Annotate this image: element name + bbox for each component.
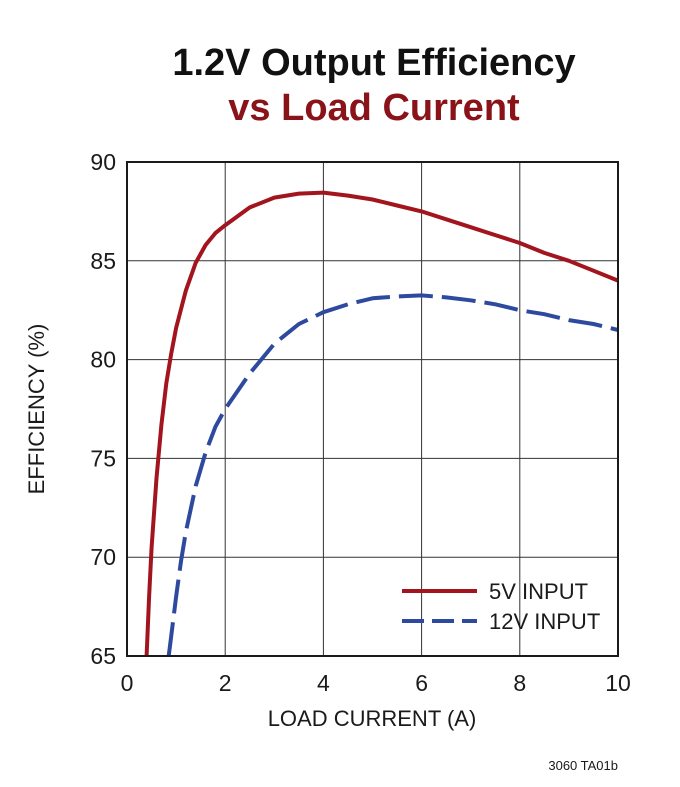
legend-label-5v: 5V INPUT <box>489 579 588 604</box>
legend-label-12v: 12V INPUT <box>489 609 600 634</box>
series-line-12v <box>166 293 619 657</box>
y-tick-label: 70 <box>90 544 116 570</box>
y-tick-label: 85 <box>90 248 116 274</box>
plot-frame <box>126 161 619 657</box>
y-tick-label: 65 <box>90 643 116 669</box>
x-tick-label: 0 <box>121 670 134 696</box>
x-tick-labels: 0 2 4 6 8 10 <box>121 670 631 696</box>
y-tick-labels: 65 70 75 80 85 90 <box>90 149 116 669</box>
x-tick-label: 8 <box>513 670 526 696</box>
figure-reference: 3060 TA01b <box>548 758 618 773</box>
y-tick-label: 80 <box>90 347 116 373</box>
y-tick-label: 75 <box>90 445 116 471</box>
series-line-5v <box>144 190 619 657</box>
x-tick-label: 4 <box>317 670 330 696</box>
x-tick-label: 10 <box>605 670 631 696</box>
series-layer <box>144 190 619 657</box>
legend: 5V INPUT 12V INPUT <box>402 579 600 634</box>
chart-title-line2: vs Load Current <box>228 87 520 129</box>
y-tick-label: 90 <box>90 149 116 175</box>
x-tick-label: 2 <box>219 670 232 696</box>
x-tick-label: 6 <box>415 670 428 696</box>
chart-title-line1: 1.2V Output Efficiency <box>172 42 575 84</box>
x-axis-label: LOAD CURRENT (A) <box>268 706 477 731</box>
y-axis-label: EFFICIENCY (%) <box>24 324 49 495</box>
